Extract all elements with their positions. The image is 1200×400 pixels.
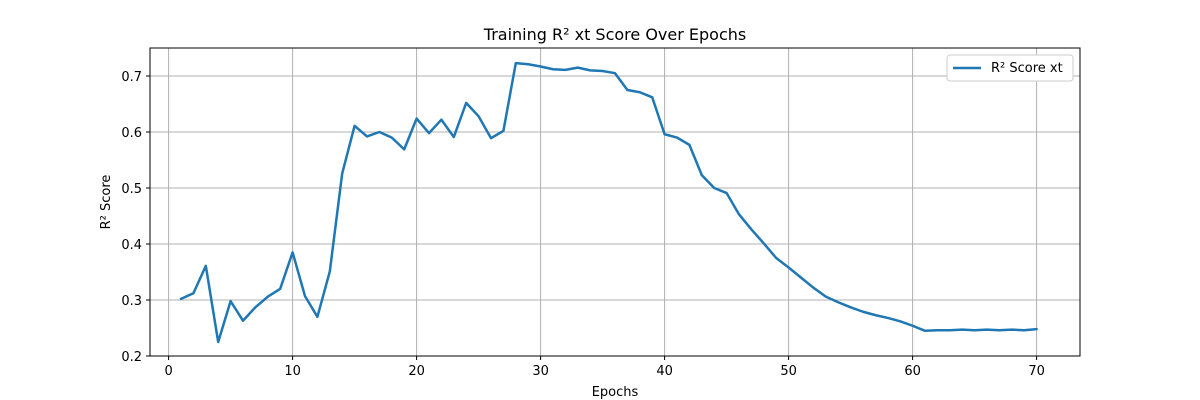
legend-box xyxy=(946,54,1074,82)
chart-title: Training R² xt Score Over Epochs xyxy=(483,25,746,44)
y-tick-label: 0.6 xyxy=(121,126,142,141)
y-axis-label: R² Score xyxy=(99,175,114,230)
y-tick-label: 0.2 xyxy=(121,350,142,365)
x-tick-label: 70 xyxy=(1028,364,1045,379)
x-tick-label: 50 xyxy=(780,364,797,379)
x-tick-label: 20 xyxy=(408,364,425,379)
x-axis-label: Epochs xyxy=(592,385,639,400)
plot-frame xyxy=(149,47,1081,357)
x-tick-label: 60 xyxy=(904,364,921,379)
y-tick-label: 0.3 xyxy=(121,294,142,309)
x-tick-label: 30 xyxy=(532,364,549,379)
legend: R² Score xt xyxy=(946,54,1074,82)
legend-label: R² Score xt xyxy=(991,61,1063,76)
y-tick-label: 0.7 xyxy=(121,70,142,85)
series-line xyxy=(179,61,1038,344)
x-tick-label: 0 xyxy=(164,364,172,379)
series-layer xyxy=(179,61,1038,344)
y-tick-label: 0.5 xyxy=(121,182,142,197)
y-tick-label: 0.4 xyxy=(121,238,142,253)
x-tick-label: 40 xyxy=(656,364,673,379)
x-axis-ticks: 0 10 20 30 40 50 60 70 xyxy=(164,356,1045,379)
y-axis-ticks: 0.2 0.3 0.4 0.5 0.6 0.7 xyxy=(121,70,150,365)
x-tick-label: 10 xyxy=(284,364,301,379)
